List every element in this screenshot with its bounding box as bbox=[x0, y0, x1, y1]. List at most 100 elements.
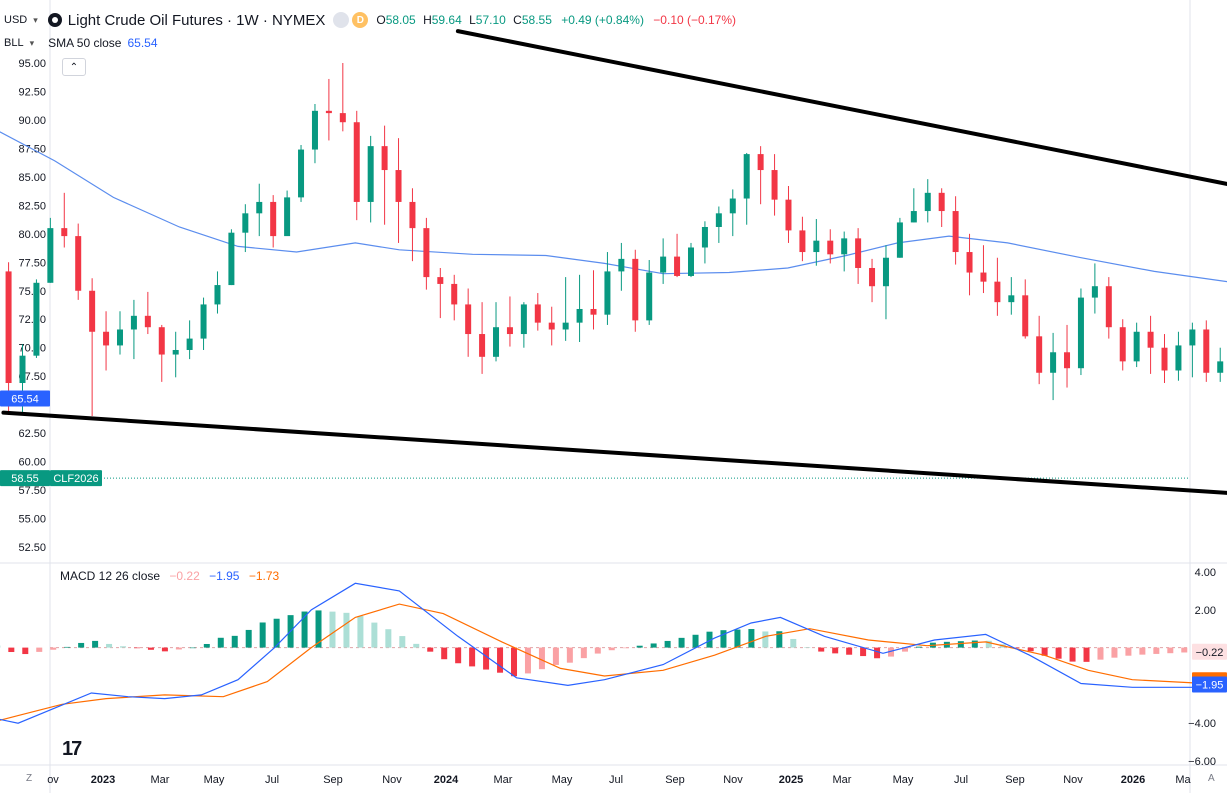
collapse-legend-button[interactable]: ⌃ bbox=[62, 58, 86, 76]
candle-body bbox=[186, 338, 193, 350]
candle-body bbox=[242, 213, 249, 233]
candle-body bbox=[437, 277, 444, 284]
macd-histogram-bar bbox=[357, 616, 364, 648]
macd-histogram-bar bbox=[315, 610, 322, 648]
time-tick-label: 2025 bbox=[779, 774, 803, 786]
macd-histogram-bar bbox=[1167, 647, 1174, 654]
upper-trendline bbox=[455, 29, 1227, 186]
sma-name[interactable]: SMA 50 close bbox=[48, 36, 122, 50]
macd-histogram-bar bbox=[483, 647, 490, 670]
candle-body bbox=[367, 146, 374, 202]
macd-histogram-bar bbox=[622, 647, 629, 649]
currency-selector[interactable]: USD ▾ bbox=[0, 10, 42, 30]
candle-body bbox=[520, 304, 527, 335]
candle-body bbox=[256, 201, 263, 214]
candle-body bbox=[590, 308, 597, 315]
macd-histogram-bar bbox=[734, 629, 741, 648]
delayed-badge[interactable]: D bbox=[352, 12, 369, 28]
candle-body bbox=[506, 327, 513, 335]
candle-body bbox=[325, 110, 332, 114]
macd-histogram-bar bbox=[594, 647, 601, 654]
candle-body bbox=[228, 232, 235, 286]
macd-histogram-bar bbox=[469, 647, 476, 667]
macd-histogram-bar bbox=[985, 640, 992, 648]
macd-histogram-bar bbox=[50, 647, 57, 650]
candle-body bbox=[938, 192, 945, 212]
macd-histogram-bar bbox=[762, 631, 769, 648]
candle-body bbox=[674, 256, 681, 276]
high-value: 59.64 bbox=[431, 13, 462, 27]
macd-histogram-bar bbox=[217, 637, 224, 648]
chevron-down-icon: ▾ bbox=[29, 37, 35, 48]
zoom-right-control[interactable]: A bbox=[1208, 773, 1215, 784]
ohlc-values: O58.05 H59.64 L57.10 C58.55 +0.49 (+0.84… bbox=[376, 13, 736, 27]
time-tick-label: 2024 bbox=[434, 774, 459, 786]
candle-body bbox=[493, 327, 500, 357]
price-tick-label: 95.00 bbox=[18, 58, 46, 70]
candle-body bbox=[1050, 352, 1057, 373]
macd-histogram-bar bbox=[455, 647, 462, 664]
candle-body bbox=[618, 258, 625, 272]
change-after-hours: −0.10 (−0.17%) bbox=[653, 13, 737, 27]
tradingview-logo-icon[interactable]: 17 bbox=[62, 738, 82, 760]
macd-histogram-bar bbox=[1083, 647, 1090, 662]
low-label: L bbox=[469, 13, 476, 27]
candle-body bbox=[130, 315, 137, 330]
sma-axis-tag: 65.54 bbox=[11, 393, 39, 405]
time-tick-label: Jul bbox=[954, 774, 968, 786]
candle-body bbox=[1175, 345, 1182, 371]
candle-body bbox=[1022, 295, 1029, 337]
market-status-icon[interactable] bbox=[333, 12, 350, 28]
macd-histogram-bar bbox=[846, 647, 853, 655]
candle-body bbox=[423, 228, 430, 278]
zoom-left-control[interactable]: Z bbox=[26, 773, 33, 784]
candle-body bbox=[1036, 336, 1043, 373]
macd-histogram-bar bbox=[120, 646, 127, 648]
macd-histogram-bar bbox=[748, 629, 755, 648]
macd-histogram-bar bbox=[203, 643, 210, 648]
macd-histogram-bar bbox=[161, 647, 168, 652]
candle-body bbox=[61, 228, 68, 237]
macd-histogram-bar bbox=[608, 647, 615, 651]
macd-histogram-bar bbox=[720, 630, 727, 648]
macd-histogram-bar bbox=[524, 647, 531, 674]
candle-body bbox=[729, 198, 736, 214]
macd-signal-line bbox=[0, 603, 1227, 721]
macd-histogram-bar bbox=[552, 647, 559, 665]
macd-histogram-bar bbox=[329, 611, 336, 648]
candle-body bbox=[465, 304, 472, 335]
chevron-down-icon: ▾ bbox=[33, 14, 38, 25]
indicator-legend: BLL ▾ SMA 50 close 65.54 bbox=[0, 33, 158, 53]
unit-selector[interactable]: BLL ▾ bbox=[0, 33, 38, 53]
macd-histogram-bar bbox=[832, 647, 839, 654]
candle-body bbox=[89, 290, 96, 332]
macd-histogram-bar bbox=[343, 612, 350, 648]
macd-histogram-bar bbox=[664, 640, 671, 648]
contract-axis-tag: CLF2026 bbox=[53, 473, 98, 485]
price-tick-label: 92.50 bbox=[18, 86, 46, 98]
macd-histogram-bar bbox=[636, 645, 643, 648]
symbol-title[interactable]: Light Crude Oil Futures · 1W · NYMEX bbox=[67, 11, 326, 29]
candle-body bbox=[214, 285, 221, 305]
macd-histogram-bar bbox=[1041, 647, 1048, 656]
price-tick-label: 72.50 bbox=[18, 314, 46, 326]
macd-histogram-bar bbox=[818, 647, 825, 652]
candle-body bbox=[548, 322, 555, 330]
time-tick-label: Jul bbox=[609, 774, 623, 786]
macd-histogram-bar bbox=[36, 647, 43, 652]
candle-body bbox=[1217, 361, 1224, 373]
macd-histogram-bar bbox=[1181, 647, 1188, 653]
candle-body bbox=[855, 238, 862, 268]
close-value: 58.55 bbox=[521, 13, 552, 27]
price-axis-tag-bg bbox=[0, 470, 50, 487]
price-tick-label: 60.00 bbox=[18, 457, 46, 469]
candle-body bbox=[409, 201, 416, 229]
candle-body bbox=[604, 271, 611, 315]
candle-body bbox=[339, 113, 346, 123]
macd-histogram-bar bbox=[133, 647, 140, 649]
candle-body bbox=[451, 283, 458, 305]
macd-name[interactable]: MACD 12 26 close bbox=[60, 569, 161, 583]
macd-histogram-bar bbox=[78, 642, 85, 648]
macd-histogram-bar bbox=[566, 647, 573, 663]
